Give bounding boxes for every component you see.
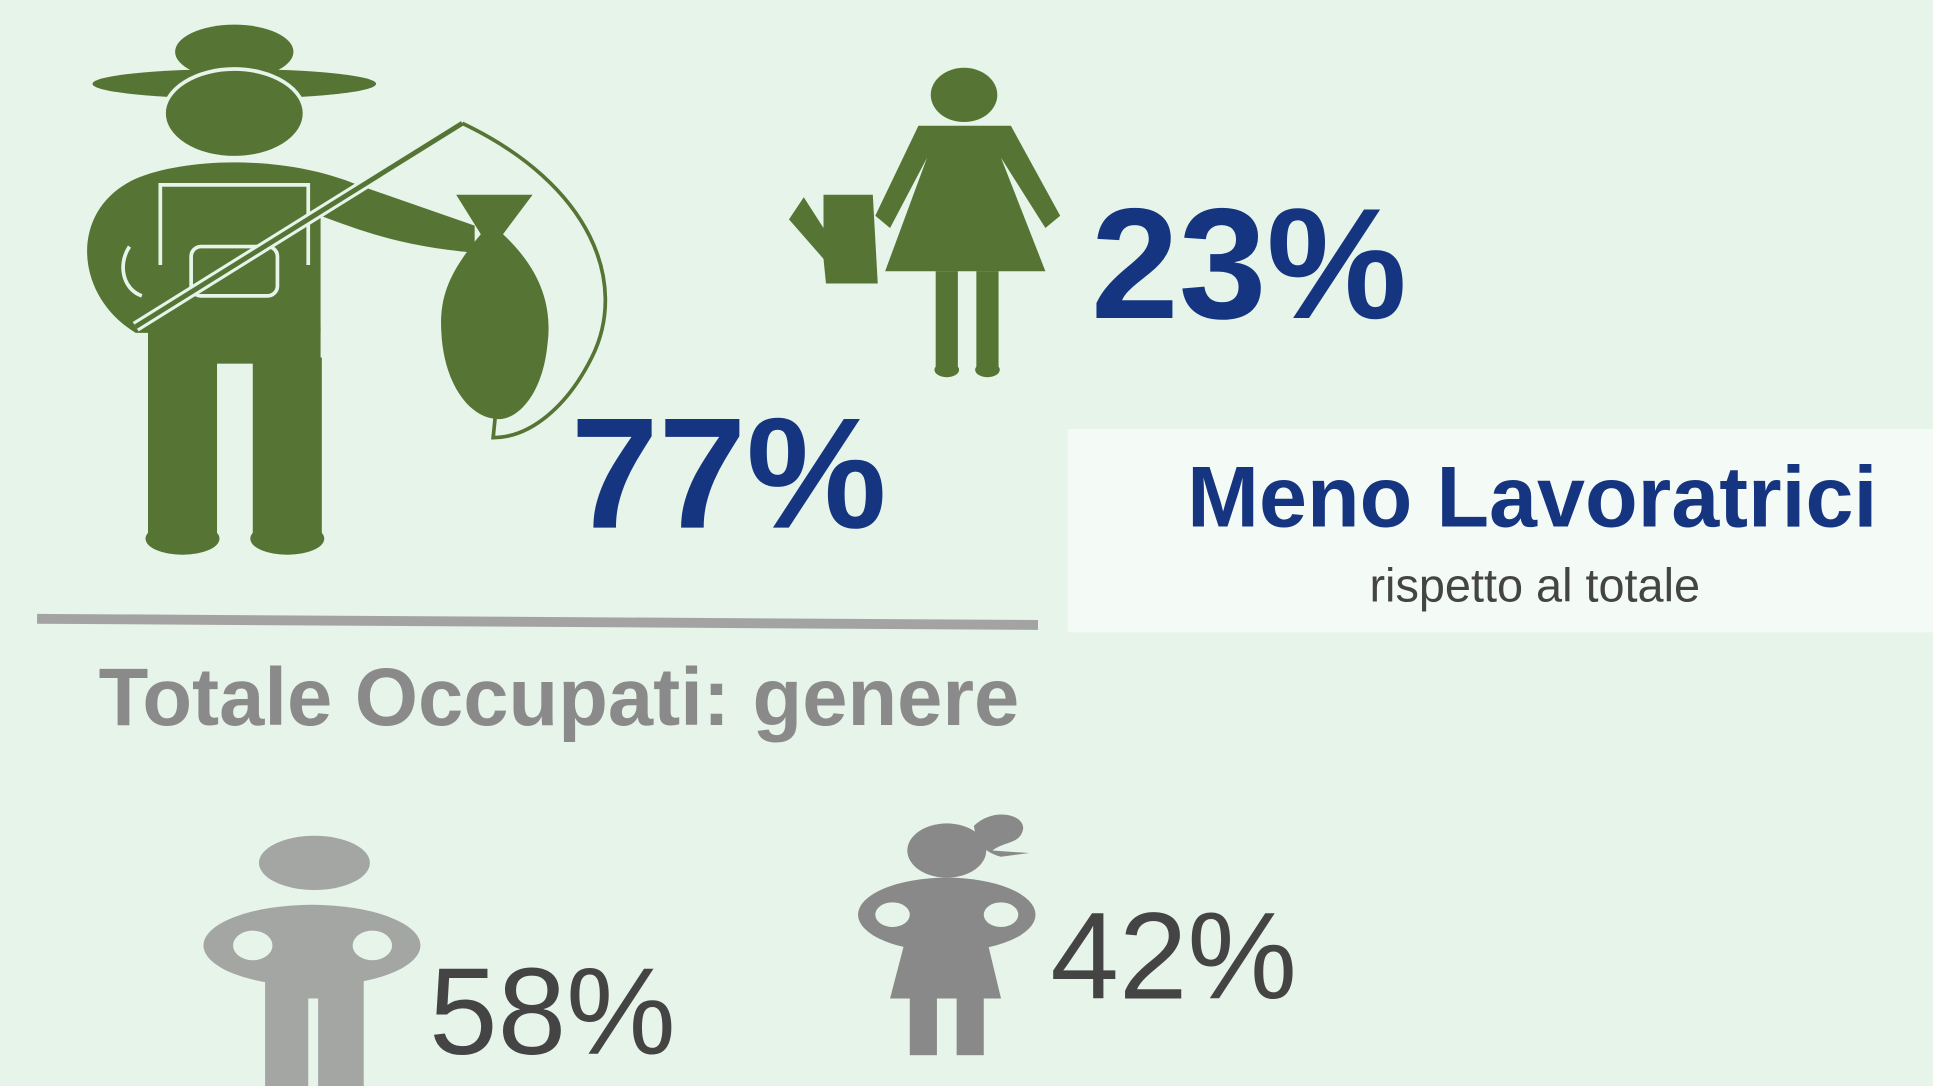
female-share: 23% — [1091, 176, 1407, 352]
callout-title: Meno Lavoratrici — [1187, 449, 1877, 545]
male-share: 77% — [571, 386, 887, 562]
infographic: 23% 77% Meno Lavoratrici rispetto al tot… — [0, 0, 1933, 1086]
employed-male-share: 58% — [429, 943, 676, 1081]
section-title: Totale Occupati: genere — [99, 652, 1020, 743]
divider — [37, 619, 1038, 625]
page: {"farmers": {"male_share": "77%", "femal… — [0, 0, 1933, 1086]
callout-subtitle: rispetto al totale — [1369, 560, 1700, 612]
employed-female-share: 42% — [1050, 887, 1297, 1025]
